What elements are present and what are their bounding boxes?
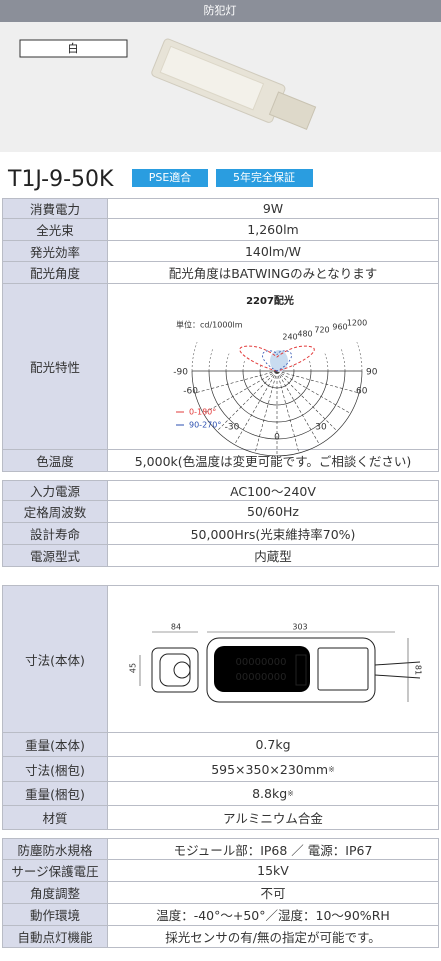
row-label: 動作環境 xyxy=(2,904,108,926)
row-value: AC100～240V xyxy=(108,480,439,501)
banner xyxy=(0,0,441,22)
product-photo xyxy=(151,38,317,130)
value-text: 配光角度はBATWINGのみとなります xyxy=(168,266,378,281)
value-text: 140lm/W xyxy=(244,243,302,259)
row-value: モジュール部：IP68 ／ 電源：IP67 xyxy=(108,838,439,860)
value-text: 温度：-40°～+50°／湿度：10～90%RH xyxy=(156,908,390,923)
row-label: 入力電源 xyxy=(2,480,108,501)
row-label: 重量(梱包) xyxy=(2,782,108,806)
row-label: 消費電力 xyxy=(2,198,108,219)
value-text: アルミニウム合金 xyxy=(223,811,323,826)
row-value: 15kV xyxy=(108,860,439,882)
color-box xyxy=(19,39,128,58)
row-value: 温度：-40°～+50°／湿度：10～90%RH xyxy=(108,904,439,926)
value-text: 0.7kg xyxy=(255,737,291,752)
row-value: 595×350×230mm ※ xyxy=(108,757,439,782)
badge xyxy=(216,169,313,187)
row-label: 配光角度 xyxy=(2,262,108,284)
row-label: 電源型式 xyxy=(2,545,108,567)
row-label: 自動点灯機能 xyxy=(2,926,108,948)
row-label: 寸法(梱包) xyxy=(2,757,108,782)
row-label: 色温度 xyxy=(2,450,108,472)
footnote-mark: ※ xyxy=(328,764,335,774)
row-value: アルミニウム合金 xyxy=(108,806,439,830)
footnote-mark: ※ xyxy=(287,789,294,798)
row-value: 8.8kg ※ xyxy=(108,782,439,806)
row-value: 9W xyxy=(108,198,439,219)
badge-text: PSE適合 xyxy=(149,170,192,184)
row-value: 50/60Hz xyxy=(108,501,439,523)
row-value: 不可 xyxy=(108,882,439,904)
value-text: 595×350×230mm xyxy=(211,761,329,777)
value-text: 5,000k(色温度は変更可能です。ご相談ください) xyxy=(134,454,412,469)
model-name: T1J-9-50K xyxy=(7,167,114,192)
row-value: 配光角度はBATWINGのみとなります xyxy=(108,262,439,284)
value-text: 8.8kg xyxy=(252,786,288,801)
row-value xyxy=(108,585,439,733)
value-text: 50/60Hz xyxy=(247,504,299,519)
row-label: 防塵防水規格 xyxy=(2,838,108,860)
row-value: 採光センサの有/無の指定が可能です。 xyxy=(108,926,439,948)
row-label: 設計寿命 xyxy=(2,523,108,545)
row-label: 重量(本体) xyxy=(2,733,108,757)
badge-text: 5年完全保証 xyxy=(233,170,295,184)
value-text: 50,000Hrs(光束維持率70%) xyxy=(190,527,356,542)
row-label: サージ保護電圧 xyxy=(2,860,108,882)
row-value: 5,000k(色温度は変更可能です。ご相談ください) xyxy=(108,450,439,472)
value-text: 不可 xyxy=(260,886,286,901)
row-label: 配光特性 xyxy=(2,284,108,450)
value-text: モジュール部：IP68 ／ 電源：IP67 xyxy=(173,842,373,858)
row-label: 角度調整 xyxy=(2,882,108,904)
row-label: 全光束 xyxy=(2,219,108,241)
banner-title: 防犯灯 xyxy=(204,3,237,17)
row-value: 内蔵型 xyxy=(108,545,439,567)
badge xyxy=(132,169,208,187)
row-value: 140lm/W xyxy=(108,241,439,262)
row-label: 材質 xyxy=(2,806,108,830)
row-value: 50,000Hrs(光束維持率70%) xyxy=(108,523,439,545)
image-area xyxy=(0,22,441,152)
row-value xyxy=(108,284,439,450)
value-text: 採光センサの有/無の指定が可能です。 xyxy=(165,930,381,945)
value-text: 9W xyxy=(262,201,284,216)
value-text: 内蔵型 xyxy=(254,549,292,564)
value-text: AC100～240V xyxy=(230,484,316,499)
row-label: 発光効率 xyxy=(2,241,108,262)
row-value: 0.7kg xyxy=(108,733,439,757)
row-label: 定格周波数 xyxy=(2,501,108,523)
row-value: 1,260lm xyxy=(108,219,439,241)
color-label: 白 xyxy=(68,41,79,55)
row-label: 寸法(本体) xyxy=(2,585,108,733)
value-text: 15kV xyxy=(257,863,289,878)
value-text: 1,260lm xyxy=(247,222,299,237)
